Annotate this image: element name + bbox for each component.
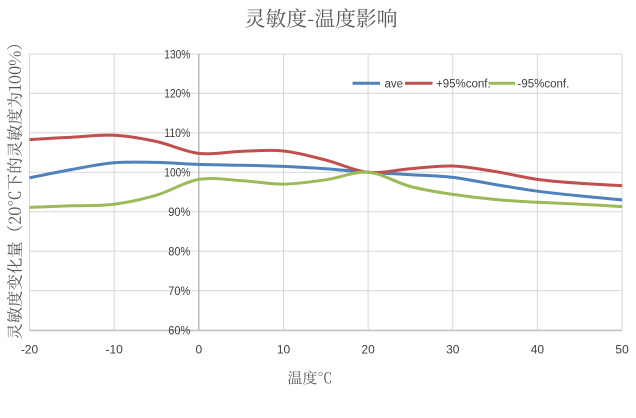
svg-text:10: 10	[277, 342, 291, 356]
svg-text:30: 30	[446, 342, 460, 356]
svg-text:-95%conf.: -95%conf.	[518, 78, 570, 90]
svg-text:ave: ave	[385, 78, 404, 90]
svg-text:120%: 120%	[164, 87, 190, 101]
svg-text:60%: 60%	[168, 323, 190, 337]
svg-text:80%: 80%	[168, 244, 190, 258]
svg-text:130%: 130%	[164, 47, 190, 61]
svg-text:50: 50	[615, 342, 629, 356]
svg-text:-20: -20	[21, 342, 39, 356]
svg-text:40: 40	[531, 342, 545, 356]
svg-text:-10: -10	[106, 342, 124, 356]
svg-text:20: 20	[361, 342, 375, 356]
svg-text:110%: 110%	[164, 126, 190, 140]
svg-text:100%: 100%	[164, 166, 190, 180]
svg-text:0: 0	[195, 342, 202, 356]
svg-text:70%: 70%	[168, 284, 190, 298]
svg-text:+95%conf.: +95%conf.	[436, 78, 491, 90]
svg-text:90%: 90%	[168, 205, 190, 219]
